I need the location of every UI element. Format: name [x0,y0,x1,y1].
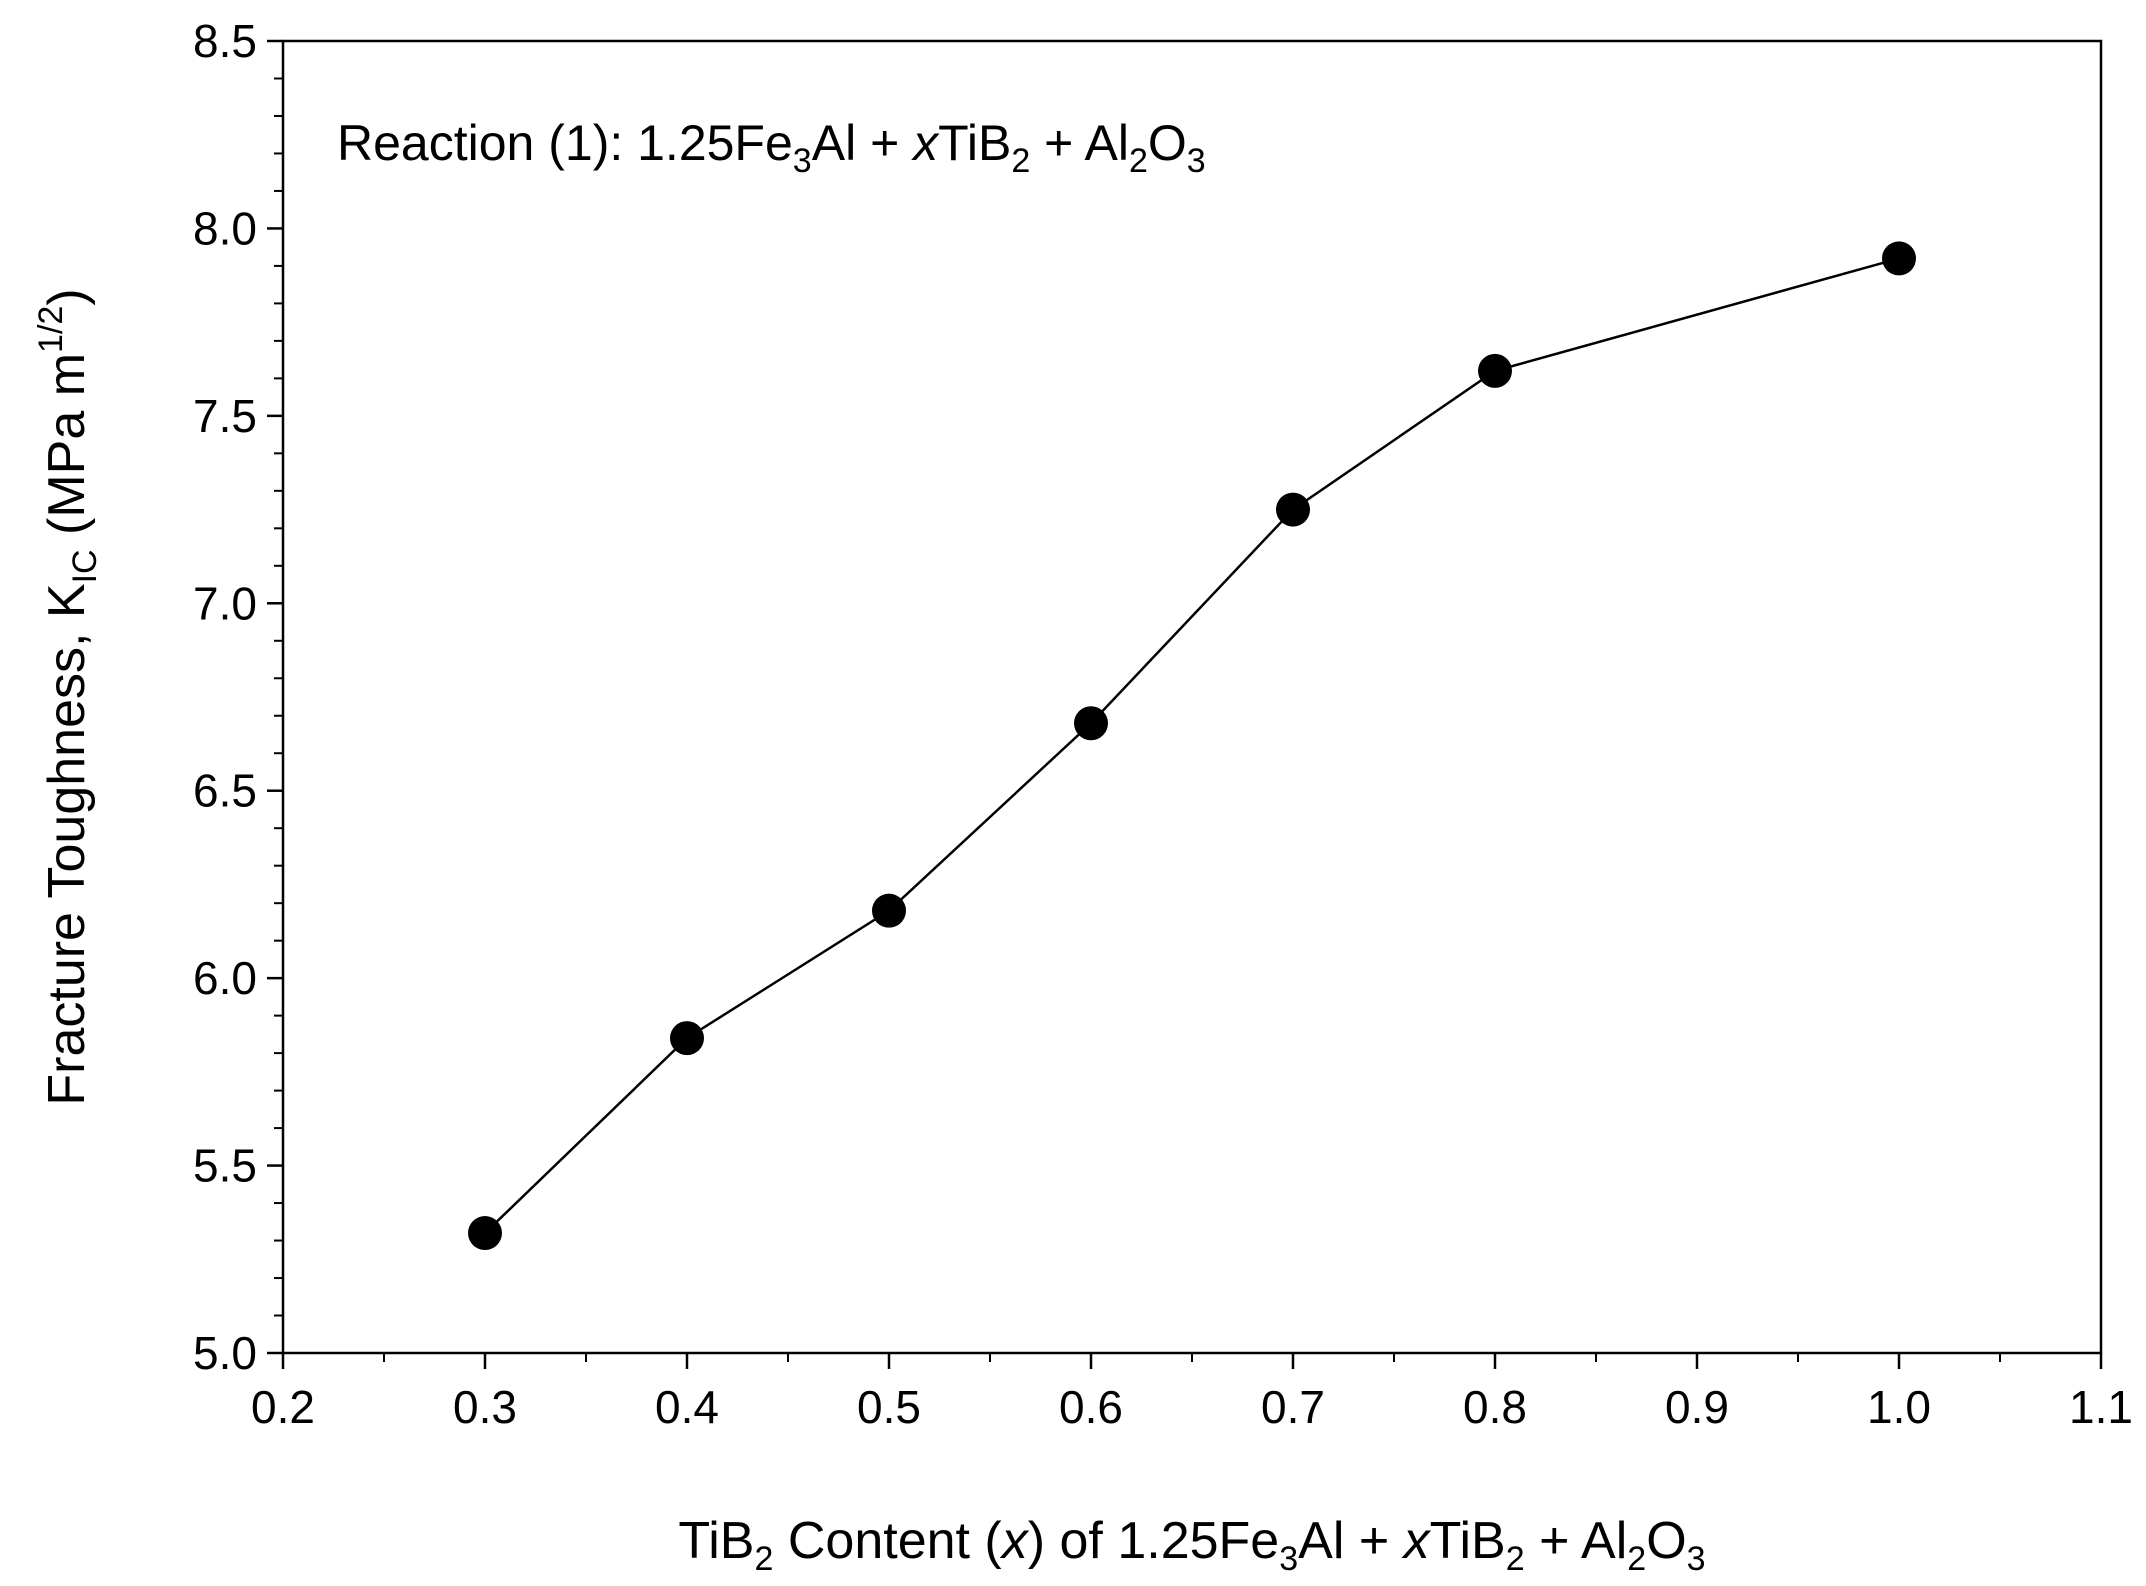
x-tick-label: 0.9 [1665,1381,1729,1433]
reaction-annotation: Reaction (1): 1.25Fe3Al + xTiB2 + Al2O3 [337,115,1206,180]
x-tick-label: 1.1 [2069,1381,2133,1433]
y-tick-label: 5.5 [193,1140,257,1192]
series-line [484,257,1900,1234]
x-tick-label: 0.3 [453,1381,517,1433]
plot-area-frame [281,39,2103,1355]
y-tick-label: 8.0 [193,202,257,254]
x-tick-label: 0.6 [1059,1381,1123,1433]
x-tick-label: 0.4 [655,1381,719,1433]
data-point [1276,492,1310,527]
data-point [1478,353,1512,388]
x-tick-label: 0.2 [251,1381,315,1433]
series-points [468,241,1916,1251]
y-axis-title: Fracture Toughness, KIC (MPa m1/2) [32,288,104,1105]
x-axis-title: TiB2 Content (x) of 1.25Fe3Al + xTiB2 + … [678,1512,1705,1578]
x-axis-ticks: 0.2 0.3 0.4 0.5 0.6 0.7 0.8 0.9 1.0 1.1 [251,1353,2133,1433]
x-tick-label: 0.7 [1261,1381,1325,1433]
y-tick-label: 5.0 [193,1327,257,1379]
y-tick-label: 7.0 [193,577,257,629]
y-tick-label: 7.5 [193,390,257,442]
data-point [670,1021,704,1056]
y-tick-label: 6.5 [193,765,257,817]
x-tick-label: 1.0 [1867,1381,1931,1433]
data-point [468,1216,502,1251]
y-axis-ticks: 5.0 5.5 6.0 6.5 7.0 7.5 8.0 8.5 [193,15,283,1379]
y-tick-label: 8.5 [193,15,257,67]
data-point [1882,241,1916,276]
data-point [872,893,906,928]
y-tick-label: 6.0 [193,952,257,1004]
x-tick-label: 0.5 [857,1381,921,1433]
data-point [1074,706,1108,741]
x-tick-label: 0.8 [1463,1381,1527,1433]
series-polyline [484,257,1900,1234]
